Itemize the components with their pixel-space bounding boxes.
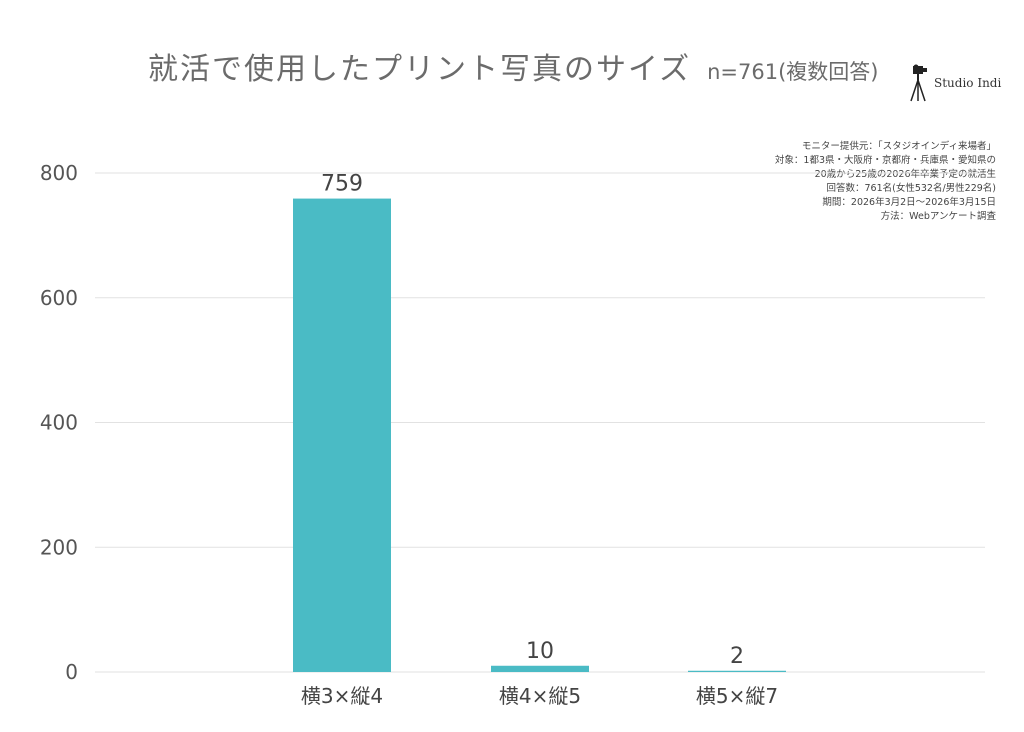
note-line: 期間：2026年3月2日〜2026年3月15日 xyxy=(822,197,996,208)
y-tick-label: 0 xyxy=(65,660,78,684)
data-label: 2 xyxy=(730,644,744,669)
data-label: 10 xyxy=(526,639,554,664)
bar xyxy=(491,665,589,672)
gridlines xyxy=(95,172,985,673)
chart-title-group: 就活で使用したプリント写真のサイズ n=761(複数回答) xyxy=(148,44,878,88)
bar xyxy=(293,198,391,673)
note-line: 方法：Webアンケート調査 xyxy=(880,211,996,222)
y-tick-label: 400 xyxy=(40,411,78,435)
y-axis: 0 200 400 600 800 xyxy=(40,161,78,684)
logo-text: Studio Indi xyxy=(934,76,1002,90)
chart-subtitle: n=761(複数回答) xyxy=(707,60,879,84)
note-line: 回答数：761名(女性532名/男性229名) xyxy=(826,183,996,194)
x-axis: 横3×縦4 横4×縦5 横5×縦7 xyxy=(301,684,778,708)
x-tick-label: 横4×縦5 xyxy=(499,684,581,708)
tripod-camera-icon xyxy=(910,64,927,102)
y-tick-label: 200 xyxy=(40,535,78,559)
chart-title: 就活で使用したプリント写真のサイズ xyxy=(148,52,692,87)
note-line: モニター提供元：「スタジオインディ来場者」 xyxy=(801,141,996,152)
bars xyxy=(293,198,786,673)
data-labels: 759 10 2 xyxy=(321,172,744,669)
y-tick-label: 800 xyxy=(40,161,78,185)
data-label: 759 xyxy=(321,172,363,197)
x-tick-label: 横3×縦4 xyxy=(301,684,383,708)
survey-notes: モニター提供元：「スタジオインディ来場者」 対象：1都3県・大阪府・京都府・兵庫… xyxy=(775,140,996,224)
x-tick-label: 横5×縦7 xyxy=(696,684,778,708)
note-line: 20歳から25歳の2026年卒業予定の就活生 xyxy=(814,169,996,180)
note-line: 対象：1都3県・大阪府・京都府・兵庫県・愛知県の xyxy=(774,155,996,166)
y-tick-label: 600 xyxy=(40,286,78,310)
bar xyxy=(688,670,786,672)
studio-logo: Studio Indi xyxy=(908,64,1001,102)
